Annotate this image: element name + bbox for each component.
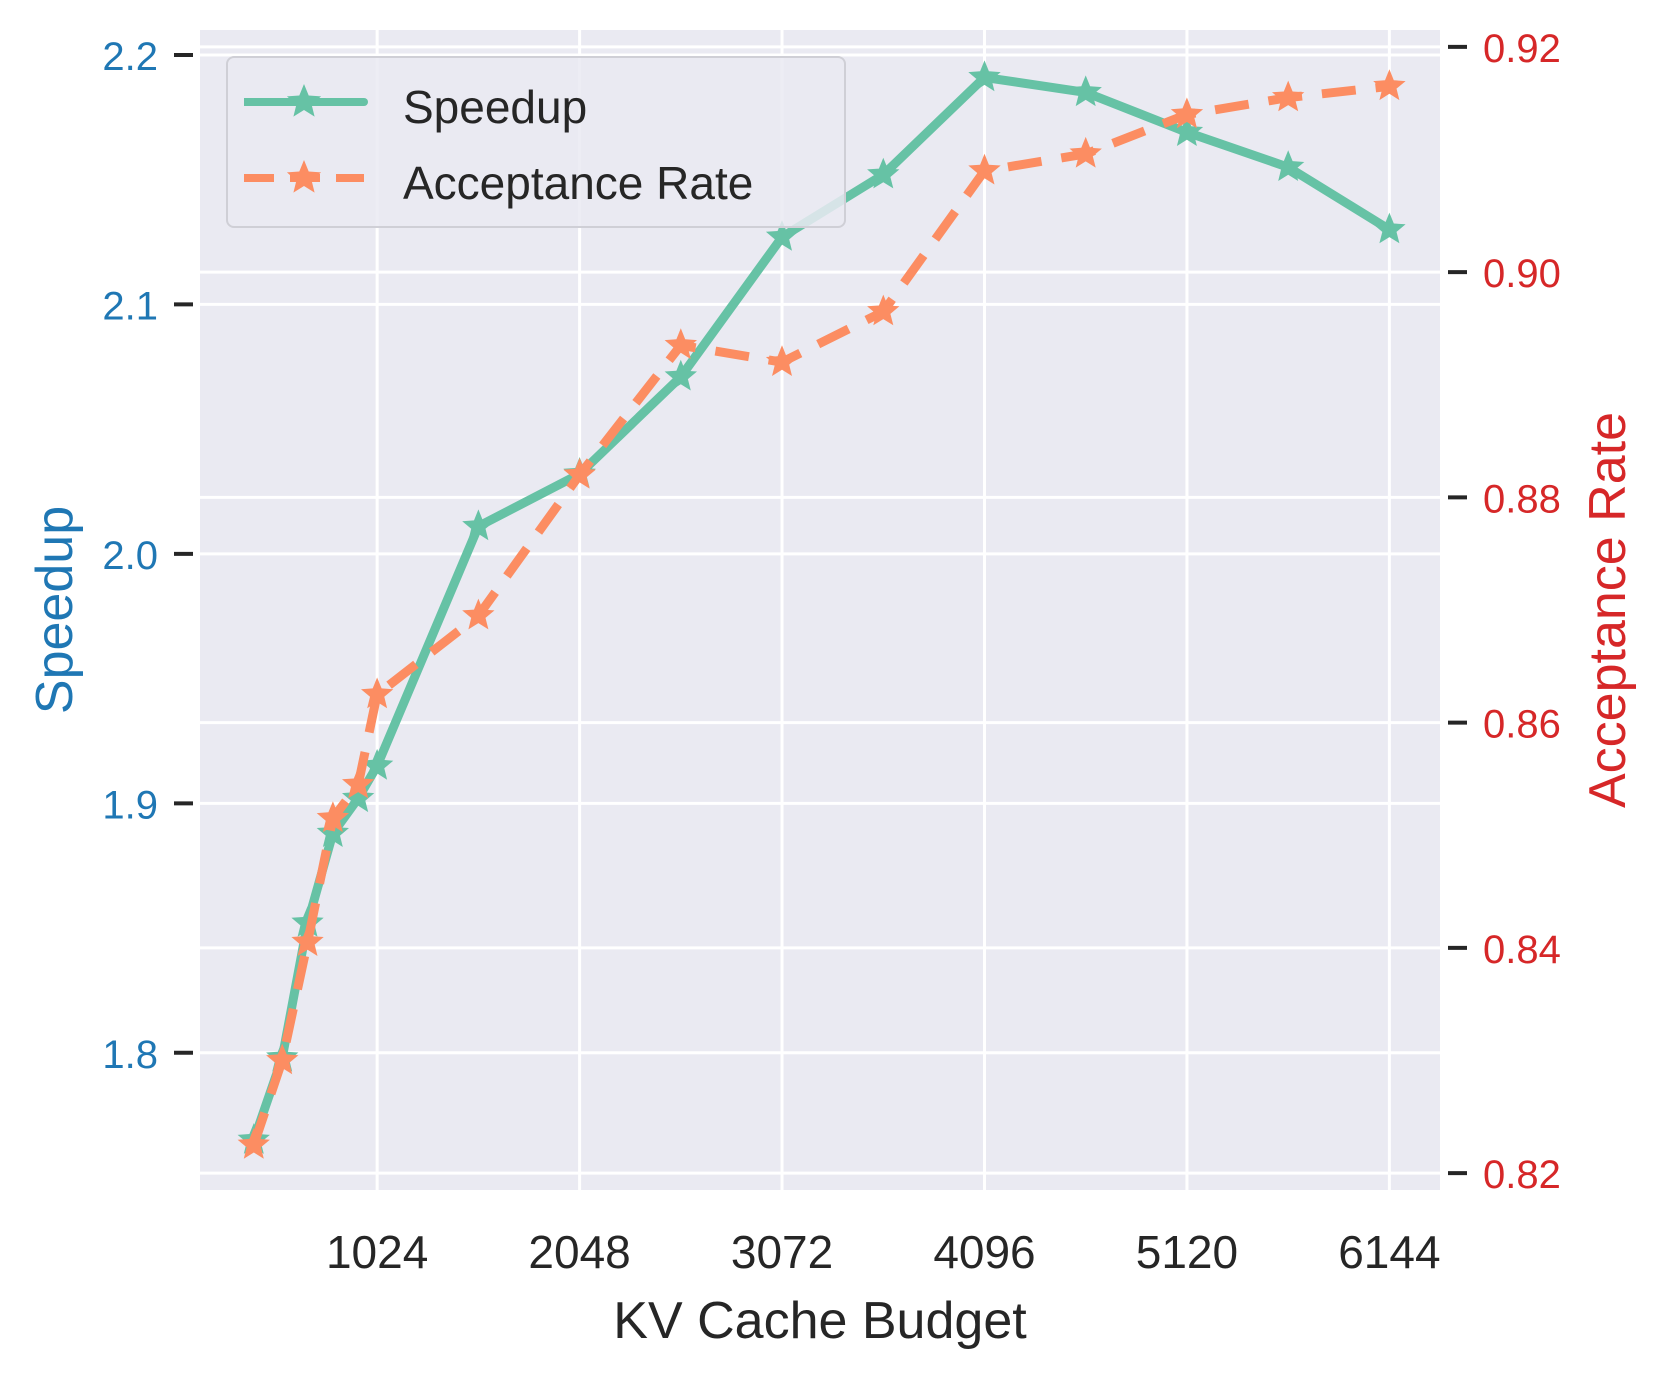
x-tick-label: 3072 — [731, 1226, 833, 1278]
y-tick-label-left: 2.1 — [102, 284, 158, 328]
legend-item-speedup: Speedup — [228, 72, 844, 133]
x-tick-label: 4096 — [933, 1226, 1035, 1278]
x-tick-label: 1024 — [326, 1226, 428, 1278]
acceptance-rate-point — [867, 294, 900, 326]
y-axis-label-left: Speedup — [26, 506, 84, 714]
acceptance-rate-point — [342, 767, 375, 799]
y-tick-label-right: 0.86 — [1483, 703, 1561, 747]
y-tick-label-left: 2.2 — [102, 35, 158, 79]
legend-star-marker — [286, 84, 322, 117]
acceptance-rate-point — [1272, 80, 1305, 112]
y-tick-label-right: 0.84 — [1483, 928, 1561, 972]
legend-star-marker — [286, 160, 322, 193]
speedup-point — [1373, 212, 1406, 244]
acceptance-rate-point — [316, 801, 349, 833]
legend-label-speedup: Speedup — [403, 81, 588, 133]
acceptance-rate-point — [765, 345, 799, 376]
y-tick-label-right: 0.82 — [1483, 1153, 1561, 1197]
acceptance-rate-point — [968, 153, 1001, 185]
acceptance-rate-line — [249, 81, 1390, 1147]
y-tick-label-right: 0.92 — [1483, 27, 1561, 71]
y-tick-label-right: 0.90 — [1483, 252, 1561, 296]
acceptance-rate-point — [563, 457, 596, 489]
acceptance-rate-point — [291, 925, 324, 956]
y-tick-label-left: 1.9 — [102, 783, 158, 827]
acceptance-rate-point — [1170, 97, 1204, 129]
speedup-point — [1272, 150, 1305, 181]
legend: Speedup Acceptance Rate — [226, 56, 846, 228]
y-tick-label-right: 0.88 — [1483, 477, 1561, 521]
axes-layer: 1024 2048 3072 4096 5120 6144 1.8 1.9 2.0 2.1 2.2 0… — [102, 27, 1560, 1278]
acceptance-rate-point — [462, 598, 495, 630]
x-tick-label: 5120 — [1136, 1226, 1238, 1278]
y-tick-label-left: 2.0 — [102, 534, 158, 578]
speedup-point — [867, 157, 900, 189]
x-tick-label: 6144 — [1338, 1226, 1440, 1278]
y-tick-label-left: 1.8 — [102, 1033, 158, 1077]
x-axis-label: KV Cache Budget — [613, 1292, 1027, 1350]
acceptance-rate-point — [237, 1128, 270, 1159]
speedup-point — [342, 781, 375, 813]
speedup-point — [1069, 75, 1102, 107]
speedup-point — [765, 220, 799, 251]
legend-label-acceptance-rate: Acceptance Rate — [403, 157, 754, 209]
x-tick-label: 2048 — [528, 1226, 630, 1278]
speedup-point — [664, 359, 697, 391]
legend-swatch-acceptance-rate — [244, 160, 364, 193]
speedup-point — [462, 509, 495, 541]
acceptance-rate-point — [1373, 69, 1406, 101]
speedup-point — [1170, 115, 1204, 146]
speedup-point — [316, 816, 349, 847]
speedup-point — [361, 748, 394, 780]
legend-swatch-speedup — [244, 84, 368, 117]
acceptance-rate-point — [664, 328, 697, 360]
acceptance-rate-point — [266, 1043, 299, 1075]
y-axis-label-right: Acceptance Rate — [1579, 412, 1637, 808]
series-layer — [237, 60, 1406, 1159]
acceptance-rate-point — [361, 677, 394, 709]
speedup-point — [968, 60, 1001, 92]
legend-item-acceptance-rate: Acceptance Rate — [228, 148, 844, 209]
acceptance-rate-point — [1069, 136, 1102, 168]
